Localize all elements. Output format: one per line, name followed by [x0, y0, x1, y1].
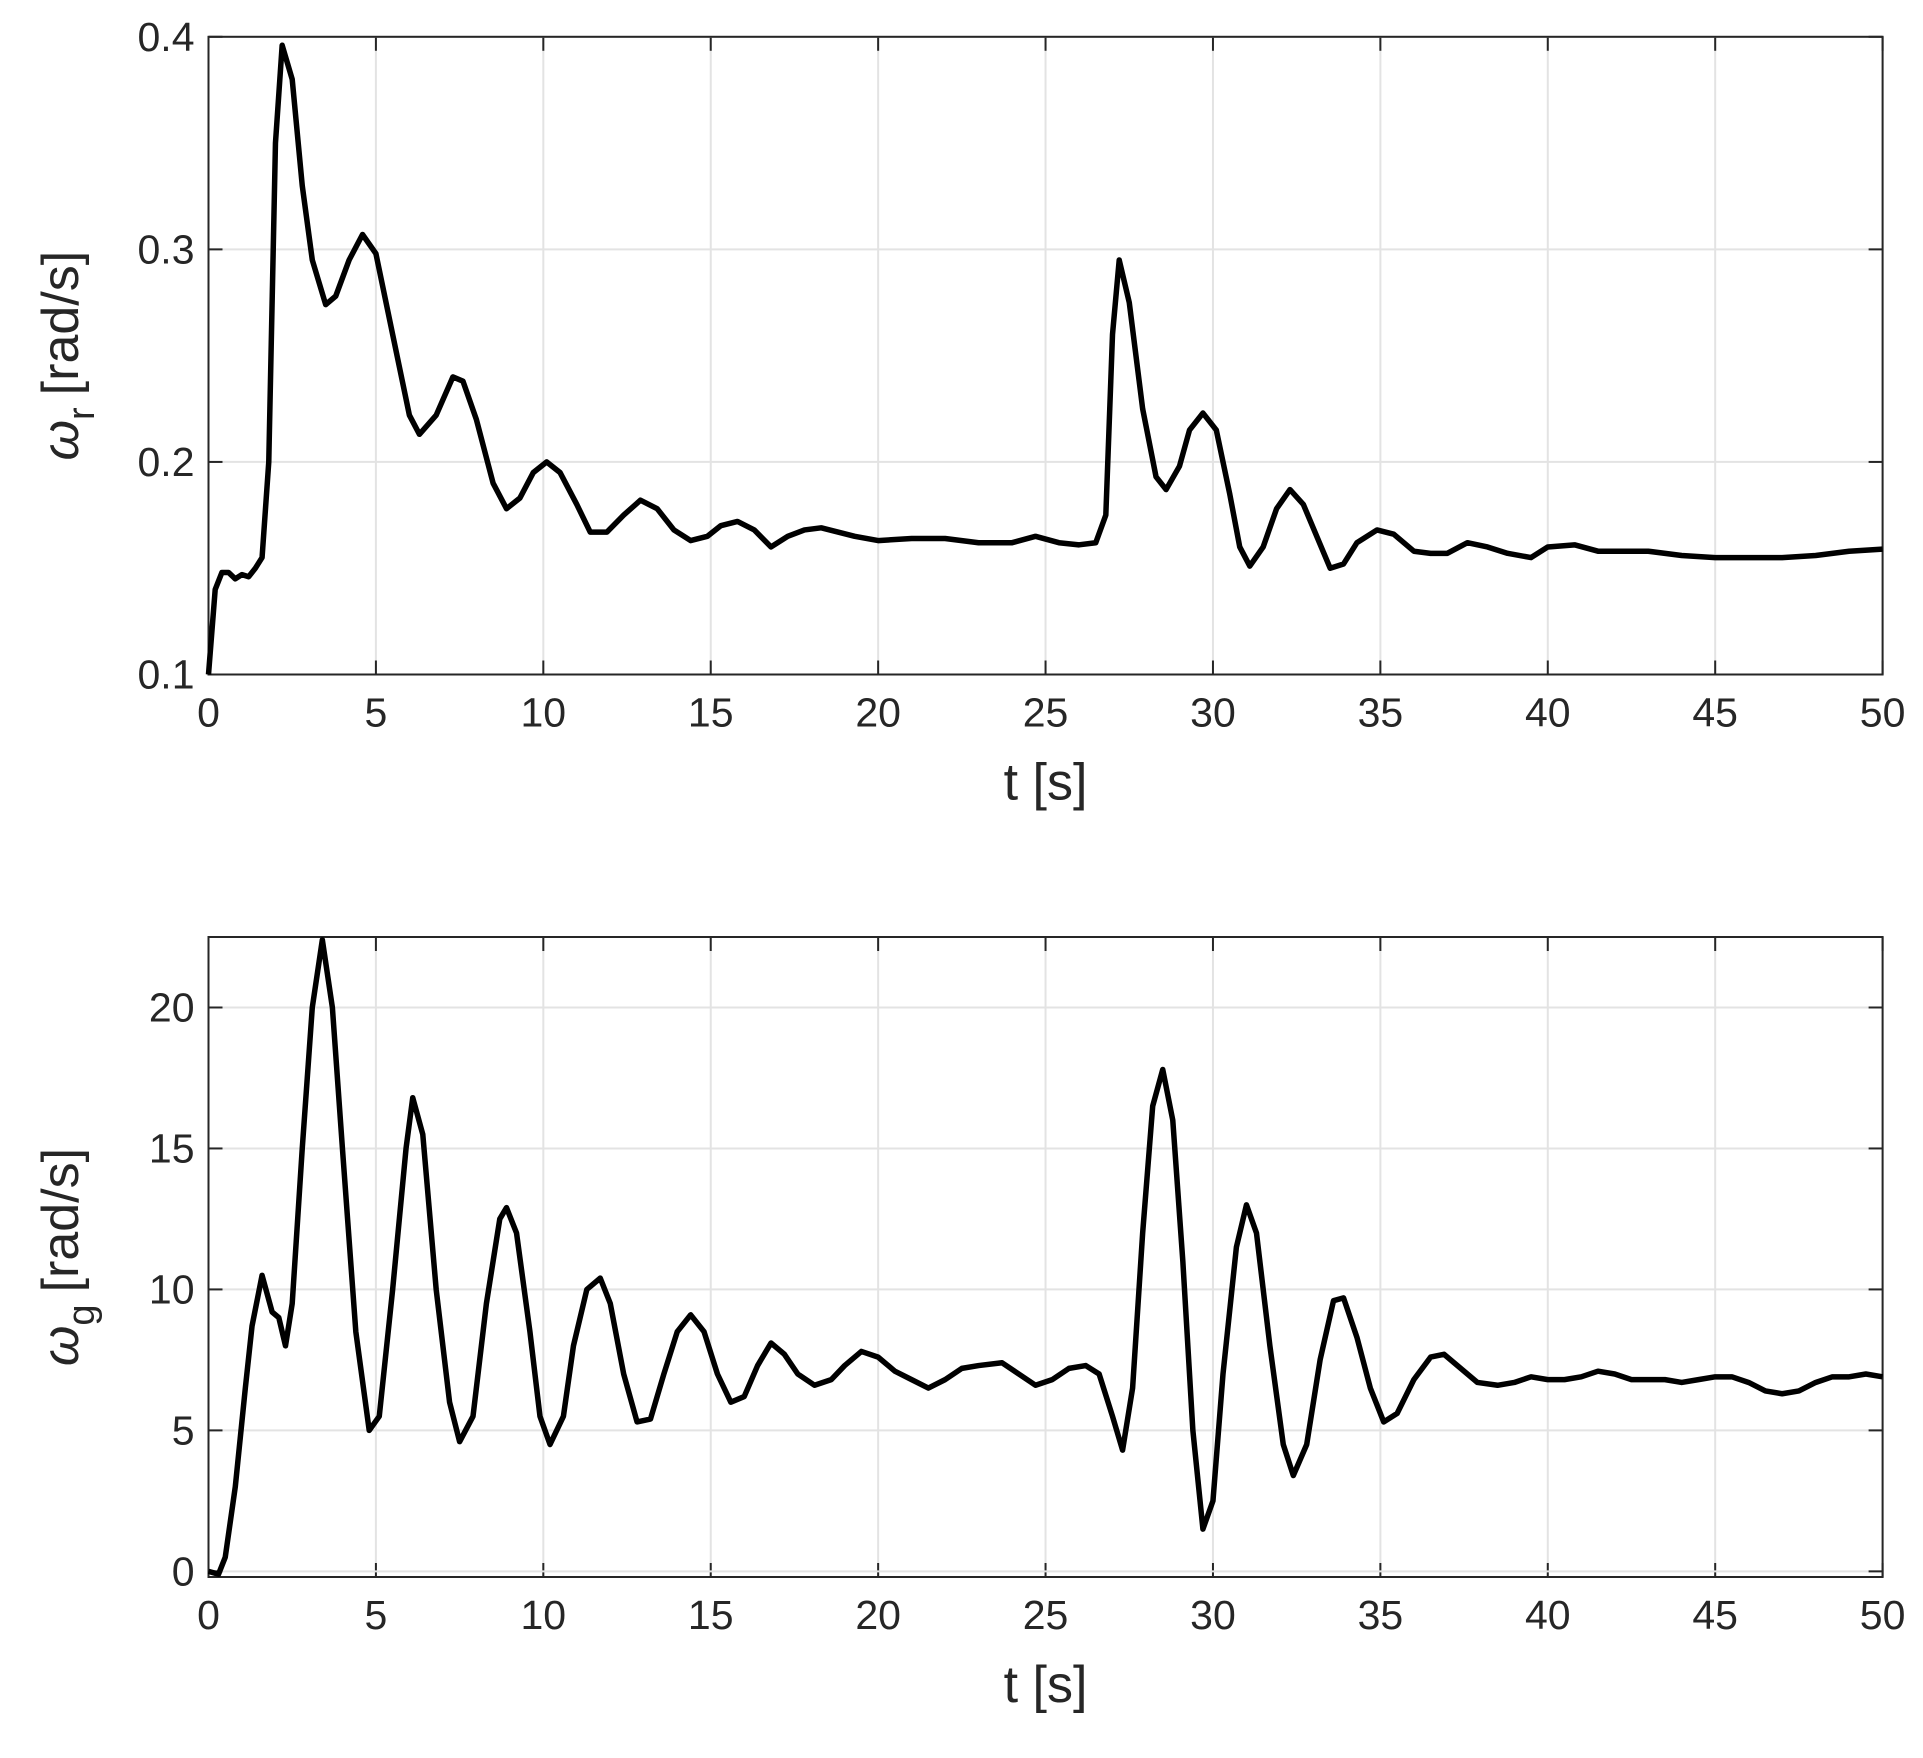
y-label-unit: [rad/s]	[32, 251, 90, 396]
x-tick-label: 25	[1023, 1592, 1069, 1638]
y-tick-label: 10	[149, 1266, 195, 1312]
y-tick-label: 0.1	[138, 652, 195, 698]
x-tick-label: 25	[1023, 690, 1069, 736]
x-tick-label: 50	[1860, 690, 1906, 736]
x-tick-label: 5	[365, 690, 388, 736]
y-label-symbol: ω	[32, 1326, 90, 1367]
x-tick-label: 30	[1190, 1592, 1236, 1638]
y-tick-label: 20	[149, 984, 195, 1030]
x-tick-label: 5	[365, 1592, 388, 1638]
y-tick-label: 0.4	[138, 14, 195, 60]
x-axis-label: t [s]	[1004, 754, 1088, 812]
x-tick-label: 15	[688, 690, 734, 736]
x-axis-label: t [s]	[1004, 1656, 1088, 1714]
x-tick-label: 45	[1692, 690, 1738, 736]
x-tick-label: 0	[197, 1592, 220, 1638]
y-axis-label: ωr [rad/s]	[32, 251, 103, 461]
data-line	[207, 937, 1884, 1577]
y-label-symbol: ω	[32, 420, 90, 461]
x-tick-label: 20	[855, 1592, 901, 1638]
data-line	[205, 42, 1883, 675]
x-tick-label: 0	[197, 690, 220, 736]
y-label-unit: [rad/s]	[32, 1148, 90, 1293]
y-label-subscript: g	[61, 1304, 103, 1325]
axes-box	[207, 35, 1884, 676]
y-tick-label: 0.2	[138, 439, 195, 485]
y-label-subscript: r	[61, 407, 103, 420]
x-tick-label: 15	[688, 1592, 734, 1638]
x-tick-label: 35	[1358, 1592, 1404, 1638]
y-tick-label: 5	[172, 1407, 195, 1453]
x-tick-label: 40	[1525, 690, 1571, 736]
x-tick-label: 45	[1692, 1592, 1738, 1638]
x-tick-label: 35	[1358, 690, 1404, 736]
y-tick-label: 0.3	[138, 226, 195, 272]
plot: 0 5 10 15 20 25 30 35 40 45 50 0 5 10 15 20 t [s] ωg [rad/…	[32, 936, 1906, 1714]
y-axis-label: ωg [rad/s]	[32, 1148, 103, 1366]
plot: 0 5 10 15 20 25 30 35 40 45 50 0.1 0.2 0.3 0.4 t [s] ωr […	[32, 14, 1905, 812]
x-tick-label: 10	[521, 690, 567, 736]
y-tick-label: 15	[149, 1125, 195, 1171]
x-tick-label: 40	[1525, 1592, 1571, 1638]
y-tick-label: 0	[172, 1548, 195, 1594]
axes-box	[207, 936, 1884, 1578]
x-tick-label: 10	[521, 1592, 567, 1638]
x-tick-label: 50	[1860, 1592, 1906, 1638]
x-tick-label: 20	[855, 690, 901, 736]
x-tick-label: 30	[1190, 690, 1236, 736]
